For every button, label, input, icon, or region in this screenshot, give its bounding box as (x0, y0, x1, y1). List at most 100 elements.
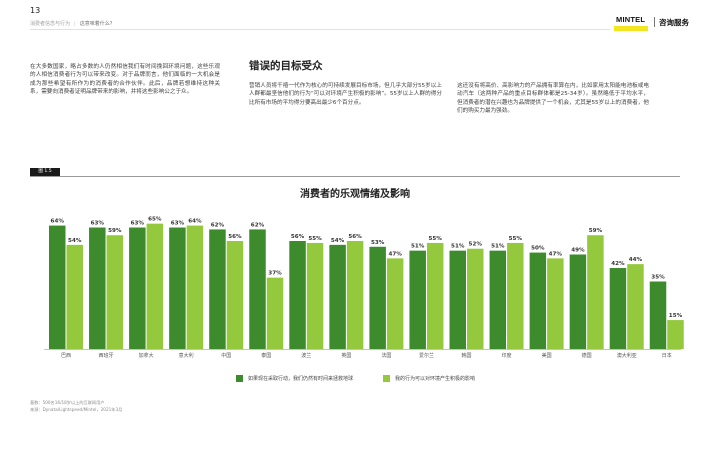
data-label-波兰-series-1: 56% (291, 234, 305, 240)
bar-美国-series-2 (547, 258, 564, 349)
x-tick-label-印度: 印度 (502, 352, 512, 359)
bar-西班牙-series-2 (106, 235, 124, 349)
chart-title: 消费者的乐观情绪及影响 (300, 189, 410, 200)
breadcrumb-separator: | (74, 21, 76, 27)
bar-泰国-series-2 (266, 277, 284, 349)
legend-item-2: 我的行为可以对环境产生积极的影响 (383, 375, 475, 382)
x-tick-label-泰国: 泰国 (261, 352, 271, 359)
breadcrumb: 消费者信念与行为 | 这意味着什么？ (30, 20, 115, 27)
bar-法国-series-1 (369, 246, 386, 349)
bar-英国-series-1 (329, 244, 346, 349)
bar-巴西-series-1 (49, 225, 66, 349)
section-title: 错误的目标受众 (249, 60, 323, 72)
logo-yellow-bar (614, 26, 648, 31)
x-tick-label-中国: 中国 (221, 352, 231, 359)
data-label-泰国-series-1: 62% (251, 222, 265, 228)
x-tick-label-德国: 德国 (582, 352, 592, 359)
data-label-意大利-series-1: 63% (171, 221, 185, 227)
data-label-中国-series-2: 56% (228, 234, 242, 240)
legend-swatch-2 (383, 375, 391, 382)
x-tick-label-意大利: 意大利 (179, 352, 194, 359)
bar-印度-series-1 (489, 250, 507, 349)
body-column-3: 这还没有将高价、高影响力的产品拥有率算在内，比如家用太阳能电池板或电动汽车（这两… (457, 83, 649, 115)
bar-澳大利亚-series-2 (627, 264, 644, 349)
bar-中国-series-2 (226, 241, 244, 349)
data-label-加拿大-series-1: 63% (131, 221, 145, 227)
bar-中国-series-1 (209, 229, 226, 349)
bar-加拿大-series-1 (129, 227, 146, 349)
data-label-美国-series-2: 47% (549, 251, 563, 257)
data-label-加拿大-series-2: 65% (148, 217, 162, 223)
data-label-意大利-series-2: 64% (188, 219, 202, 225)
brand: MINTEL 咨询服务 (614, 12, 689, 32)
data-label-英国-series-1: 54% (331, 238, 345, 244)
bar-德国-series-1 (569, 254, 587, 349)
brand-service-label: 咨询服务 (659, 17, 689, 27)
data-label-西班牙-series-2: 59% (108, 228, 122, 234)
bar-意大利-series-2 (186, 225, 204, 349)
figure-divider (30, 176, 680, 177)
intro-paragraph: 在大多数国家，略占多数的人仍然相信我们有时间挽回环境问题，这些乐观的人相信消费者… (30, 64, 220, 96)
header-divider (30, 29, 610, 30)
data-label-巴西-series-1: 64% (51, 219, 65, 225)
data-label-韩国-series-2: 52% (469, 242, 483, 248)
data-label-法国-series-1: 53% (371, 240, 385, 246)
bar-泰国-series-1 (249, 229, 266, 349)
x-tick-label-美国: 美国 (542, 352, 552, 359)
data-label-日本-series-1: 35% (651, 275, 665, 281)
bar-加拿大-series-2 (146, 223, 164, 349)
x-tick-label-韩国: 韩国 (461, 352, 471, 359)
x-tick-label-巴西: 巴西 (61, 353, 71, 359)
data-label-德国-series-1: 49% (571, 248, 585, 254)
data-label-巴西-series-2: 54% (68, 238, 82, 244)
page-number: 13 (30, 6, 41, 15)
bar-德国-series-2 (587, 235, 604, 349)
x-tick-label-加拿大: 加拿大 (139, 352, 154, 359)
bar-印度-series-2 (507, 242, 524, 349)
x-tick-label-法国: 法国 (381, 352, 391, 359)
source-origin: 来源：Dynata/Lightspeed/Mintel，2021年3月 (30, 406, 123, 412)
bar-澳大利亚-series-1 (609, 268, 627, 349)
data-label-美国-series-1: 50% (531, 246, 545, 252)
bar-波兰-series-1 (289, 241, 306, 349)
legend-swatch-1 (236, 375, 243, 382)
data-label-法国-series-2: 47% (388, 251, 402, 257)
legend-label-2: 我的行为可以对环境产生积极的影响 (395, 376, 476, 382)
x-tick-label-爱尔兰: 爱尔兰 (419, 352, 434, 359)
breadcrumb-current: 这意味着什么？ (79, 21, 115, 27)
bar-法国-series-2 (386, 258, 404, 349)
data-label-澳大利亚-series-2: 44% (629, 257, 643, 263)
bar-英国-series-2 (346, 241, 364, 349)
x-tick-label-日本: 日本 (662, 352, 672, 359)
data-label-中国-series-1: 62% (211, 222, 225, 228)
figure-label: 图 1.5 (30, 168, 60, 176)
bar-西班牙-series-1 (89, 227, 106, 349)
legend-item-1: 如果现在采取行动，我们仍然有时间来拯救地球 (236, 375, 353, 382)
logo-wordmark: MINTEL (616, 15, 646, 24)
bar-爱尔兰-series-2 (426, 242, 444, 349)
breadcrumb-section[interactable]: 消费者信念与行为 (30, 21, 71, 27)
bar-韩国-series-1 (449, 250, 466, 349)
data-label-爱尔兰-series-2: 55% (429, 236, 443, 242)
data-label-德国-series-2: 59% (589, 228, 603, 234)
bar-美国-series-1 (529, 252, 547, 349)
source-note: 基数：500名16/18岁以上的互联网用户 来源：Dynata/Lightspe… (30, 400, 122, 413)
data-label-印度-series-1: 51% (491, 244, 505, 250)
x-tick-label-澳大利亚: 澳大利亚 (617, 352, 637, 359)
data-label-波兰-series-2: 55% (308, 236, 322, 242)
source-base: 基数：500名16/18岁以上的互联网用户 (30, 400, 105, 405)
bar-爱尔兰-series-1 (409, 250, 426, 349)
chart-legend: 如果现在采取行动，我们仍然有时间来拯救地球 我的行为可以对环境产生积极的影响 (236, 375, 505, 382)
data-label-日本-series-2: 15% (669, 313, 683, 319)
data-label-韩国-series-1: 51% (451, 244, 465, 250)
x-tick-label-西班牙: 西班牙 (99, 352, 114, 359)
data-label-澳大利亚-series-1: 42% (611, 261, 625, 267)
legend-label-1: 如果现在采取行动，我们仍然有时间来拯救地球 (248, 376, 354, 382)
body-column-2: 营销人员将千禧一代作为核心的可持续发展目标市场，但几乎大部分55岁以上人群都最坚… (249, 83, 442, 106)
bar-巴西-series-2 (66, 244, 83, 349)
brand-divider (654, 17, 655, 27)
data-label-西班牙-series-1: 63% (91, 221, 105, 227)
mintel-logo: MINTEL (614, 12, 652, 32)
bar-日本-series-2 (667, 320, 684, 349)
x-tick-label-英国: 英国 (341, 352, 351, 359)
